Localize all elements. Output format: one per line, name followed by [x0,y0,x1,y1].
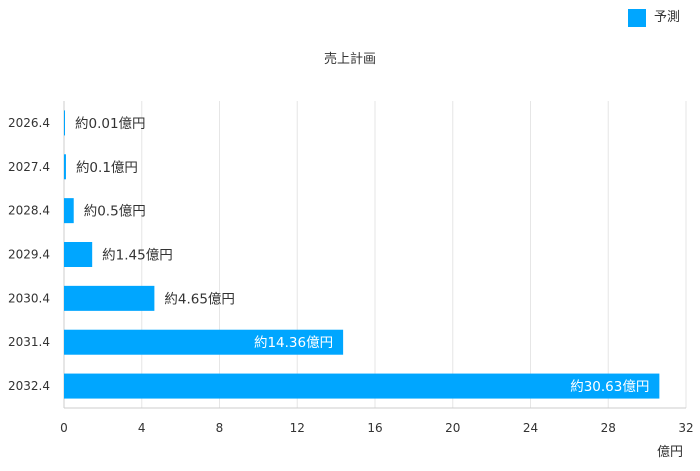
x-tick-label: 20 [445,421,460,435]
y-tick-label: 2026.4 [8,116,50,130]
bar [64,198,74,224]
x-tick-label: 16 [367,421,382,435]
y-tick-label: 2031.4 [8,335,50,349]
data-label: 約1.45億円 [102,248,173,264]
y-tick-label: 2027.4 [8,160,50,174]
bar [64,242,93,267]
x-tick-label: 24 [523,421,538,435]
y-tick-label: 2028.4 [8,204,50,218]
legend-swatch [628,9,646,27]
bar [64,285,155,311]
x-tick-label: 12 [290,421,305,435]
bar [64,154,66,180]
legend: 予測 [628,9,680,27]
data-label: 約30.63億円 [570,379,649,395]
bar [64,329,344,355]
x-tick-label: 8 [216,421,224,435]
x-tick-label: 32 [678,421,693,435]
x-tick-label: 28 [601,421,616,435]
data-label: 約0.1億円 [76,160,138,176]
x-axis-unit-label: 億円 [657,445,684,460]
y-tick-label: 2029.4 [8,248,50,262]
legend-label: 予測 [654,10,681,25]
x-tick-label: 4 [138,421,146,435]
chart-title: 売上計画 [323,52,376,67]
y-tick-label: 2032.4 [8,379,50,393]
bar [64,110,65,136]
bar [64,373,660,399]
data-label: 約4.65億円 [164,291,235,307]
x-tick-label: 0 [60,421,68,435]
data-label: 約14.36億円 [254,335,333,351]
data-label: 約0.5億円 [84,204,146,220]
y-tick-label: 2030.4 [8,291,50,305]
data-label: 約0.01億円 [75,116,146,132]
